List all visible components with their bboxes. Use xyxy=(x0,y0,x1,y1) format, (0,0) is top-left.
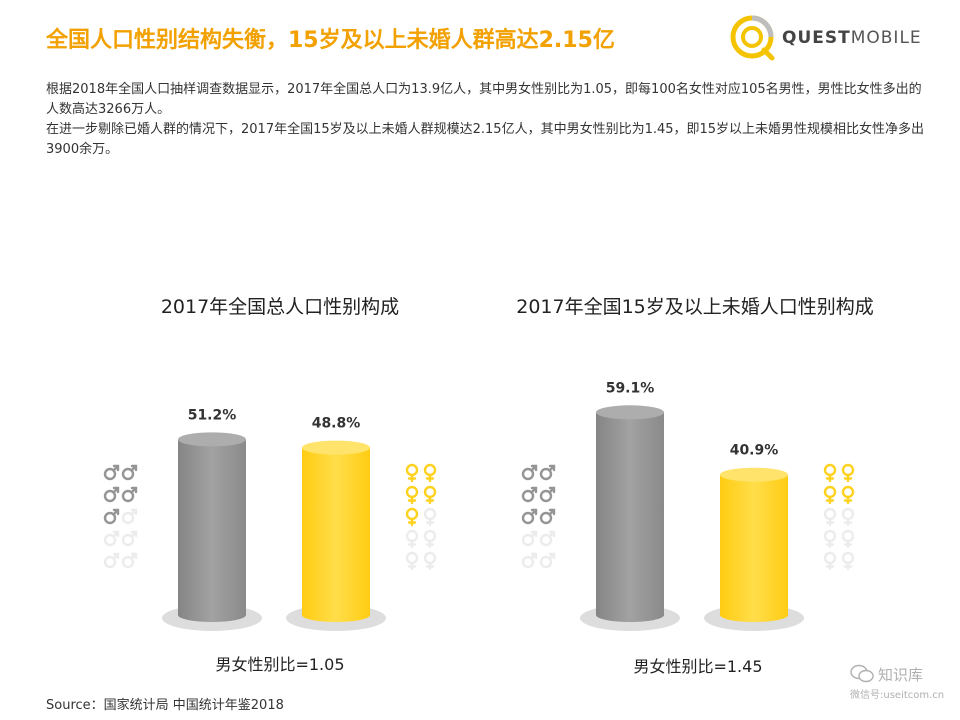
chart-1-male-icon-1 xyxy=(103,464,120,481)
chart-1-female-icon-8 xyxy=(423,529,437,549)
chart-1-male-icon-2 xyxy=(121,464,138,481)
chart-2-female-icon-4 xyxy=(841,485,855,505)
chart-2-female-icon-2 xyxy=(841,463,855,483)
chart-1-female-bar-base xyxy=(302,608,370,622)
chart-1-female-bar-shadow xyxy=(286,605,386,631)
chart-1-female-bar-top xyxy=(302,440,370,455)
chart-1-title: 2017年全国总人口性别构成 xyxy=(160,296,400,318)
chart-1-male-bar-top xyxy=(178,432,246,447)
chart-1-female-icon-1 xyxy=(405,463,419,483)
chart-2-female-icon-7 xyxy=(823,529,837,549)
chart-2-male-bar xyxy=(596,412,664,615)
chart-2-female-bar-top xyxy=(720,467,788,482)
chart-1-male-icon-8 xyxy=(121,530,138,547)
chart-2-female-bar-base xyxy=(720,608,788,622)
chart-2-female-value-label: 40.9% xyxy=(730,443,779,459)
chart-2-title: 2017年全国15岁及以上未婚人口性别构成 xyxy=(516,296,874,318)
chart-2-male-bar-base xyxy=(596,608,664,622)
intro-paragraph-1: 根据2018年全国人口抽样调查数据显示，2017年全国总人口为13.9亿人，其中… xyxy=(46,82,922,117)
chart-1-female-bar xyxy=(302,447,370,615)
chart-1-female-icon-4 xyxy=(423,485,437,505)
chart-1-male-bar-shadow xyxy=(162,605,262,631)
chart-1-male-icon-9 xyxy=(103,552,120,569)
chart-2-male-icon-6 xyxy=(539,508,556,525)
source-note: Source：国家统计局 中国统计年鉴2018 xyxy=(46,698,284,713)
chart-2-female-icon-9 xyxy=(823,551,837,571)
chart-1-male-bar xyxy=(178,439,246,615)
chart-2-ratio-label: 男女性别比=1.45 xyxy=(633,657,763,676)
chart-2-female-icon-1 xyxy=(823,463,837,483)
chart-1-female-icon-3 xyxy=(405,485,419,505)
questmobile-logo-icon xyxy=(730,15,775,61)
questmobile-logo: QUESTMOBILE xyxy=(728,14,928,61)
brand-sub: MOBILE xyxy=(850,28,922,48)
chart-2-female-icon-5 xyxy=(823,507,837,527)
chart-2-male-icon-7 xyxy=(521,530,538,547)
chart-1-male-icon-4 xyxy=(121,486,138,503)
chart-2-male-icon-4 xyxy=(539,486,556,503)
chart-2-female-icon-8 xyxy=(841,529,855,549)
chart-2-female-bar xyxy=(720,474,788,615)
chart-1-male-icon-3 xyxy=(103,486,120,503)
chart-2-male-bar-top xyxy=(596,405,664,420)
chart-1-male-icon-7 xyxy=(103,530,120,547)
intro-paragraph-2: 在进一步剔除已婚人群的情况下，2017年全国15岁及以上未婚人群规模达2.15亿… xyxy=(46,122,925,157)
chart-2-male-icon-10 xyxy=(539,552,556,569)
chart-1-ratio-label: 男女性别比=1.05 xyxy=(215,655,345,674)
chart-2-male-bar-shadow xyxy=(580,605,680,631)
page-title: 全国人口性别结构失衡，15岁及以上未婚人群高达2.15亿 xyxy=(46,28,615,53)
chart-1-female-icon-5 xyxy=(405,507,419,527)
chart-2-male-icon-9 xyxy=(521,552,538,569)
chart-1-male-bar-base xyxy=(178,608,246,622)
brand-main: QUEST xyxy=(782,28,851,48)
brand-name: QUESTMOBILE xyxy=(782,28,922,48)
chart-1-female-icon-7 xyxy=(405,529,419,549)
chart-2-male-icon-3 xyxy=(521,486,538,503)
intro-text: 根据2018年全国人口抽样调查数据显示，2017年全国总人口为13.9亿人，其中… xyxy=(46,80,926,160)
chart-1-female-value-label: 48.8% xyxy=(312,416,361,432)
chart-1-male-icon-5 xyxy=(103,508,120,525)
chart-1-female-icon-6 xyxy=(423,507,437,527)
watermark-name: 知识库 xyxy=(878,666,924,684)
chart-2-female-icon-3 xyxy=(823,485,837,505)
chart-1-female-icon-9 xyxy=(405,551,419,571)
chart-2-male-icon-8 xyxy=(539,530,556,547)
chart-2-male-icon-1 xyxy=(521,464,538,481)
chart-2-male-icon-5 xyxy=(521,508,538,525)
chart-1-female-icon-10 xyxy=(423,551,437,571)
chart-2-female-icon-10 xyxy=(841,551,855,571)
chart-2-female-bar-shadow xyxy=(704,605,804,631)
chart-2-male-value-label: 59.1% xyxy=(606,380,655,396)
watermark: 知识库 微信号:useitcom.cn xyxy=(840,662,950,712)
chart-2-female-icon-6 xyxy=(841,507,855,527)
watermark-account: 微信号:useitcom.cn xyxy=(850,690,945,701)
chart-1-male-icon-10 xyxy=(121,552,138,569)
chart-1-male-value-label: 51.2% xyxy=(188,407,237,423)
chart-1-female-icon-2 xyxy=(423,463,437,483)
chart-1-male-icon-6 xyxy=(121,508,138,525)
chart-2-male-icon-2 xyxy=(539,464,556,481)
wechat-icon xyxy=(850,664,874,683)
